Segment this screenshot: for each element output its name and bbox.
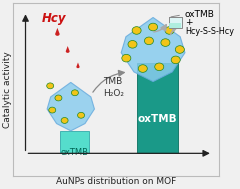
Circle shape [128, 40, 137, 48]
Circle shape [55, 95, 62, 101]
Text: TMB: TMB [103, 77, 122, 86]
Circle shape [165, 27, 174, 34]
Text: oxTMB: oxTMB [137, 114, 177, 124]
Circle shape [149, 23, 158, 31]
Circle shape [78, 112, 84, 118]
Circle shape [132, 27, 141, 34]
Bar [137, 63, 178, 153]
Circle shape [171, 56, 180, 64]
Circle shape [175, 46, 184, 53]
Text: oxTMB: oxTMB [185, 9, 215, 19]
Circle shape [155, 63, 164, 71]
Circle shape [144, 37, 154, 45]
Circle shape [49, 107, 56, 113]
Bar [60, 131, 89, 153]
Polygon shape [47, 82, 94, 131]
Y-axis label: Catalytic activity: Catalytic activity [3, 51, 12, 128]
Circle shape [47, 83, 54, 89]
Circle shape [71, 90, 78, 96]
Circle shape [61, 118, 68, 123]
Circle shape [138, 65, 147, 72]
Circle shape [122, 54, 131, 62]
Text: Hcy: Hcy [42, 12, 66, 25]
Circle shape [161, 39, 170, 46]
Text: Hcy-S-S-Hcy: Hcy-S-S-Hcy [185, 27, 234, 36]
Polygon shape [55, 28, 60, 36]
Bar [168, 17, 182, 28]
Polygon shape [66, 46, 70, 53]
Bar [169, 23, 181, 28]
Polygon shape [121, 18, 185, 81]
Text: H₂O₂: H₂O₂ [103, 89, 124, 98]
Text: oxTMB: oxTMB [61, 148, 89, 157]
X-axis label: AuNPs distribution on MOF: AuNPs distribution on MOF [56, 177, 176, 186]
Polygon shape [76, 63, 80, 68]
Text: +: + [185, 18, 192, 27]
